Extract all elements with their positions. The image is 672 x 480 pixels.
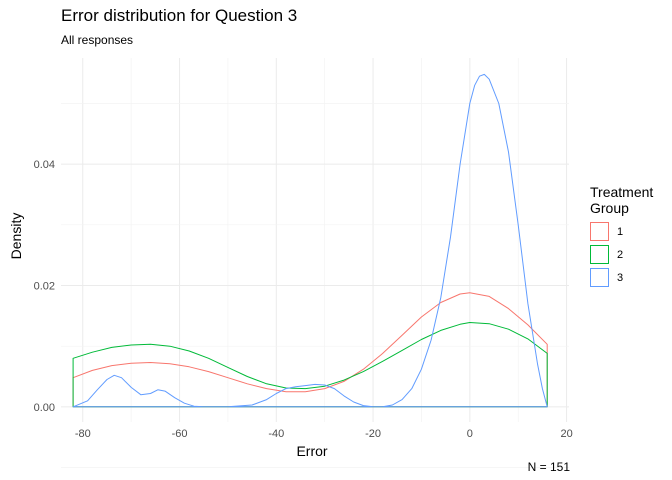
legend: Treatment Group 1 2 3	[590, 184, 670, 289]
legend-label: 2	[617, 248, 624, 261]
legend-title: Treatment Group	[590, 184, 654, 216]
legend-key	[590, 245, 609, 264]
legend-items: 1 2 3	[590, 220, 670, 289]
series-lines	[72, 73, 548, 408]
x-axis-label: Error	[296, 443, 327, 459]
y-axis-label: Density	[8, 213, 24, 260]
x-tick-label: 0	[467, 428, 473, 440]
grid-lines	[61, 58, 569, 468]
legend-item-group-3: 3	[590, 266, 670, 289]
legend-label: 3	[617, 271, 624, 284]
density-line-group-1	[72, 292, 548, 408]
x-tick-label: 20	[560, 428, 572, 440]
x-tick-label: -40	[268, 428, 284, 440]
legend-item-group-1: 1	[590, 220, 670, 243]
legend-label: 1	[617, 225, 624, 238]
x-tick-label: -60	[172, 428, 188, 440]
y-tick-label: 0.04	[34, 159, 55, 171]
chart-subtitle: All responses	[61, 33, 134, 47]
y-tick-label: 0.02	[34, 281, 55, 293]
x-tick-label: -80	[75, 428, 91, 440]
density-line-group-3	[72, 73, 548, 408]
chart-title: Error distribution for Question 3	[61, 6, 298, 25]
x-tick-labels: -80 -60 -40 -20 0 20	[75, 428, 573, 440]
x-tick-label: -20	[365, 428, 381, 440]
y-tick-label: 0.00	[34, 402, 55, 414]
legend-key	[590, 222, 609, 241]
density-line-group-2	[72, 322, 548, 408]
caption: N = 151	[527, 460, 570, 474]
y-tick-labels: 0.00 0.02 0.04	[34, 159, 55, 414]
legend-item-group-2: 2	[590, 243, 670, 266]
legend-key	[590, 268, 609, 287]
